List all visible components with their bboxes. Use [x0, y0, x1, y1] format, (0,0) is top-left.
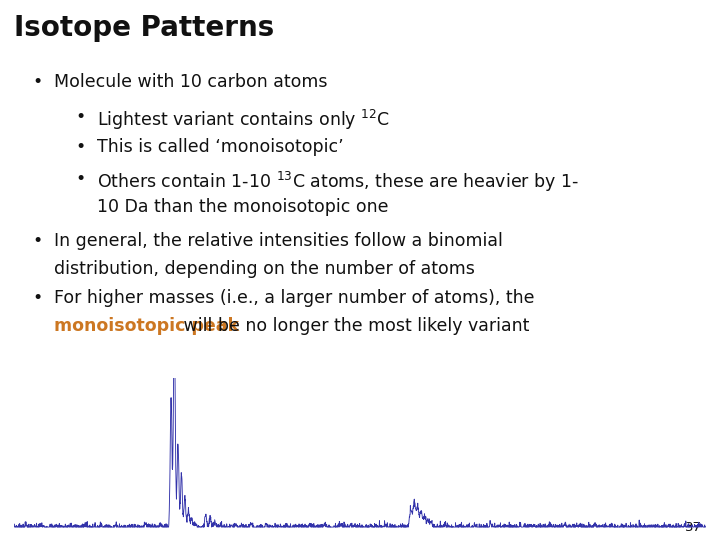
- Text: monoisotopic peak: monoisotopic peak: [54, 317, 239, 335]
- Text: Lightest variant contains only $^{12}$C: Lightest variant contains only $^{12}$C: [97, 108, 390, 132]
- Text: 37: 37: [685, 521, 702, 534]
- Text: •: •: [32, 232, 42, 250]
- Text: For higher masses (i.e., a larger number of atoms), the: For higher masses (i.e., a larger number…: [54, 289, 534, 307]
- Text: •: •: [76, 170, 86, 188]
- Text: •: •: [76, 138, 86, 156]
- Text: •: •: [32, 289, 42, 307]
- Text: Molecule with 10 carbon atoms: Molecule with 10 carbon atoms: [54, 73, 328, 91]
- Text: Isotope Patterns: Isotope Patterns: [14, 14, 274, 42]
- Text: will be no longer the most likely variant: will be no longer the most likely varian…: [178, 317, 529, 335]
- Text: •: •: [76, 108, 86, 126]
- Text: Others contain 1-10 $^{13}$C atoms, these are heavier by 1-: Others contain 1-10 $^{13}$C atoms, thes…: [97, 170, 579, 194]
- Text: •: •: [32, 73, 42, 91]
- Text: In general, the relative intensities follow a binomial: In general, the relative intensities fol…: [54, 232, 503, 250]
- Text: distribution, depending on the number of atoms: distribution, depending on the number of…: [54, 260, 475, 278]
- Text: This is called ‘monoisotopic’: This is called ‘monoisotopic’: [97, 138, 344, 156]
- Text: 10 Da than the monoisotopic one: 10 Da than the monoisotopic one: [97, 198, 389, 216]
